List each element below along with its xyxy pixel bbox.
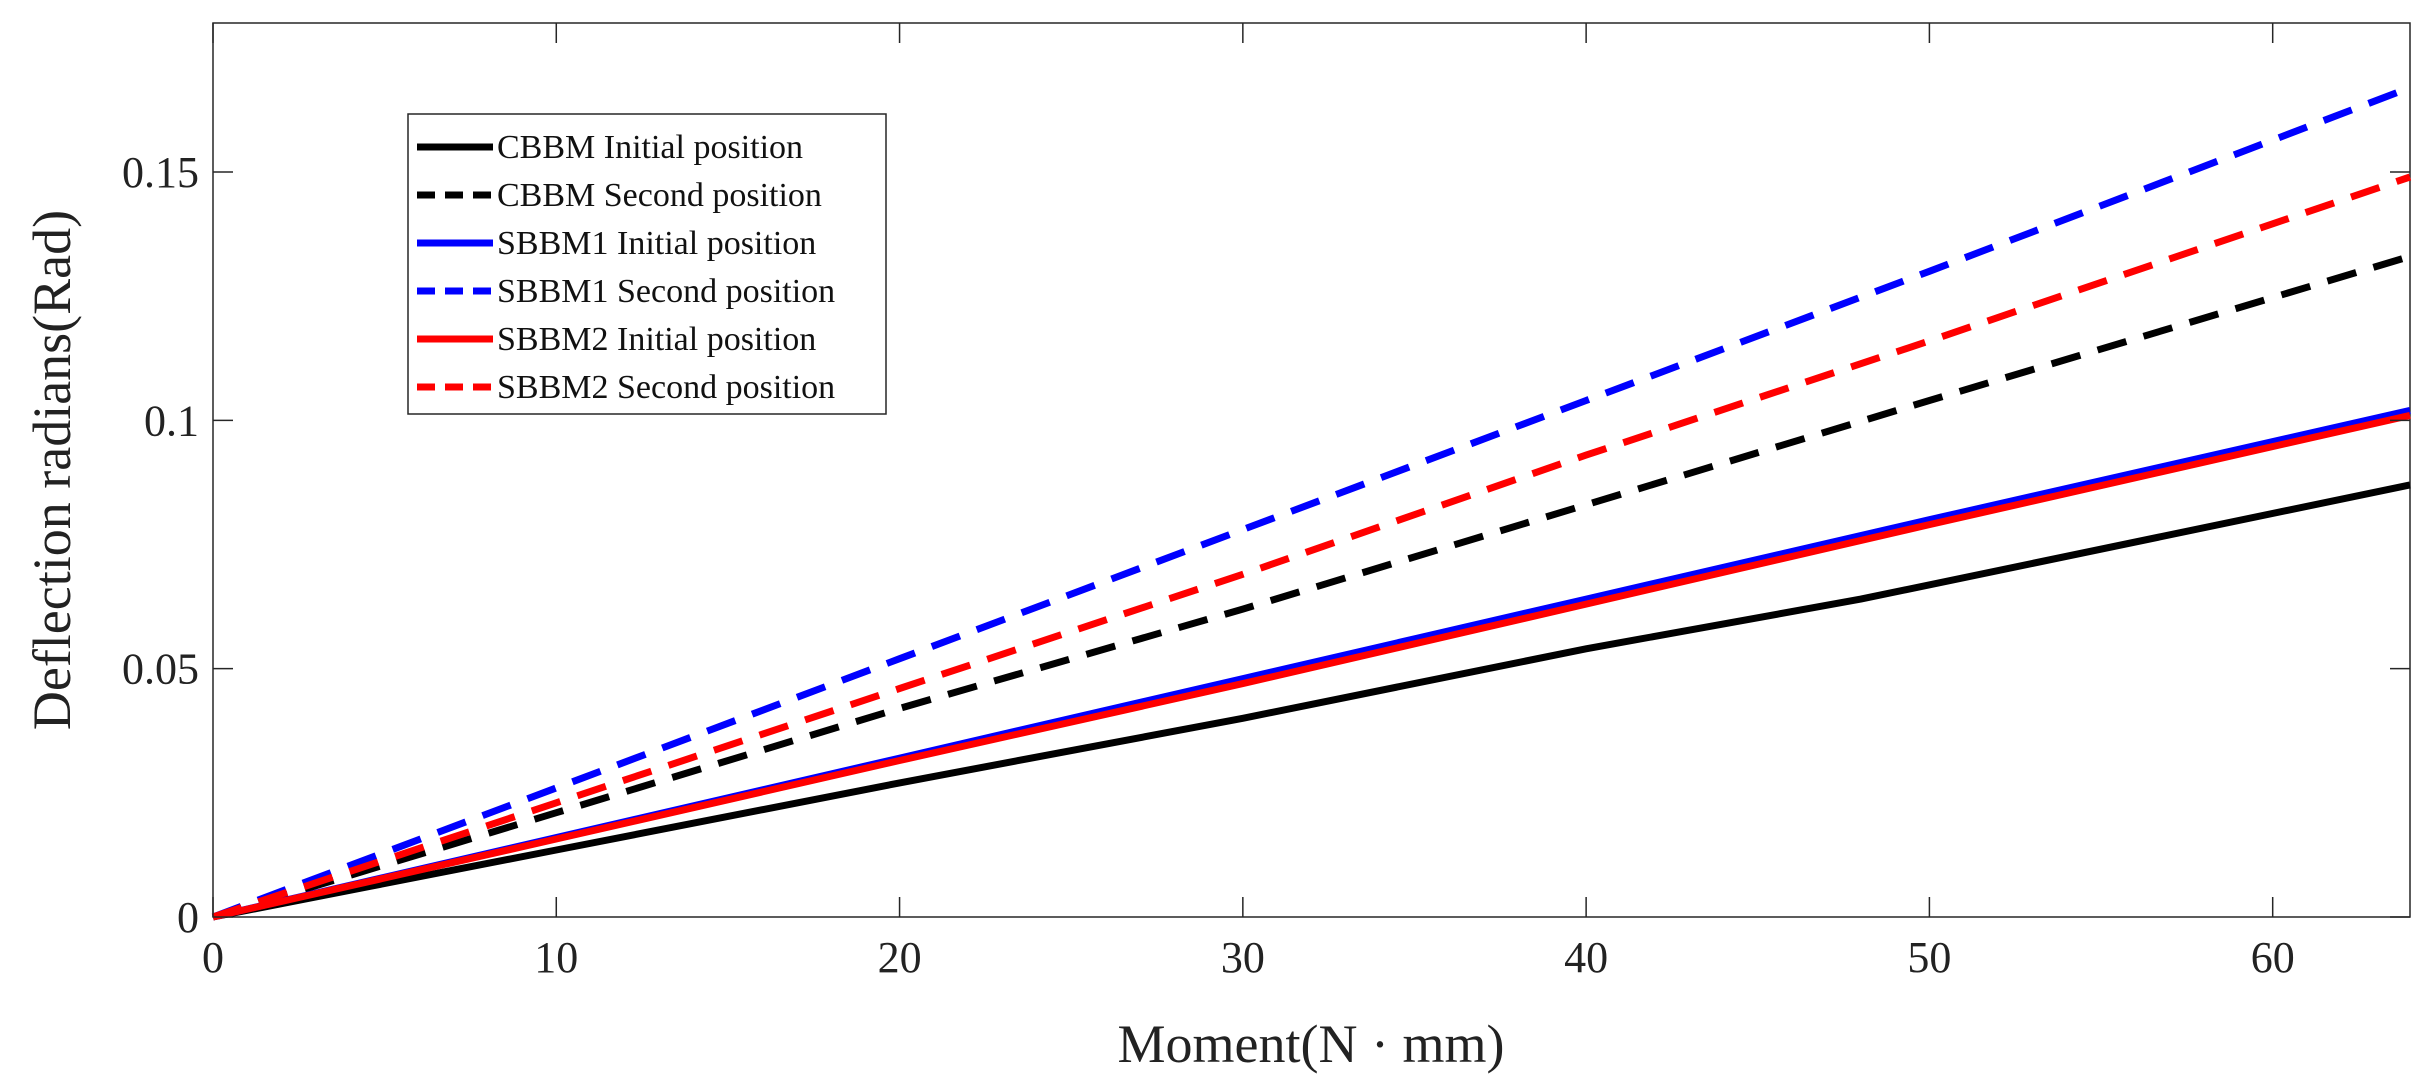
legend-label: SBBM1 Second position (497, 273, 835, 310)
x-tick-label: 60 (2251, 933, 2295, 982)
x-tick-label: 30 (1221, 933, 1265, 982)
series-line-6 (211, 173, 2412, 921)
series-line-2 (211, 253, 2412, 921)
legend-label: SBBM1 Initial position (497, 225, 816, 262)
x-tick-label: 40 (1564, 933, 1608, 982)
legend: CBBM Initial position CBBM Second positio… (407, 113, 887, 415)
y-tick-label: 0.1 (144, 396, 199, 445)
y-tick-label: 0.05 (122, 645, 199, 694)
legend-label: CBBM Second position (497, 177, 822, 214)
series-layer (211, 84, 2412, 921)
series-line-4 (211, 84, 2412, 921)
legend-label: CBBM Initial position (497, 129, 803, 166)
x-tick-label: 10 (534, 933, 578, 982)
legend-label: SBBM2 Initial position (497, 321, 816, 358)
x-axis-title: Moment(N · mm) (1118, 1014, 1505, 1074)
legend-label: SBBM2 Second position (497, 369, 835, 406)
y-tick-labels: 0 0.05 0.1 0.15 (122, 148, 199, 942)
legend-items: CBBM Initial position CBBM Second positio… (417, 129, 835, 406)
series-line-1 (212, 481, 2411, 921)
x-tick-labels: 0 10 20 30 40 50 60 (202, 933, 2295, 982)
y-tick-label: 0 (177, 893, 199, 942)
y-tick-label: 0.15 (122, 148, 199, 197)
x-tick-label: 50 (1907, 933, 1951, 982)
series-line-5 (212, 411, 2411, 921)
x-tick-label: 0 (202, 933, 224, 982)
x-tick-label: 20 (878, 933, 922, 982)
y-axis-title: Deflection radians(Rad) (22, 210, 82, 730)
tick-layer (212, 23, 2410, 918)
legend-box (407, 113, 887, 415)
